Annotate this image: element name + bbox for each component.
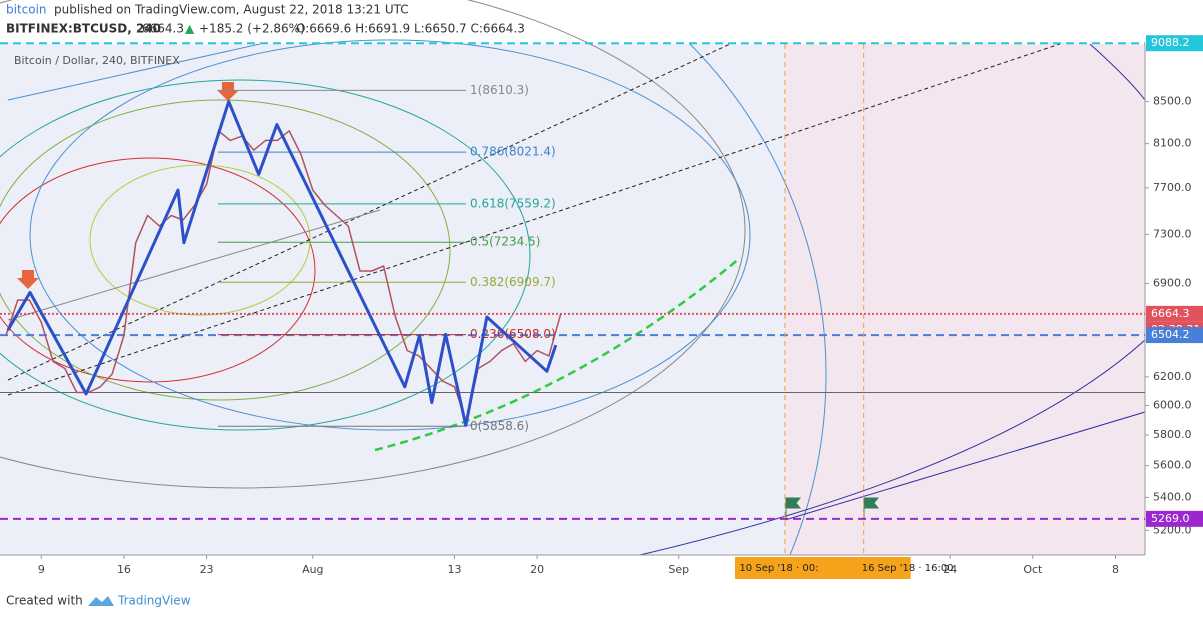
y-tick-label: 6000.0 bbox=[1153, 398, 1192, 411]
fib-label: 1(8610.3) bbox=[470, 83, 529, 97]
y-tick-label: 5400.0 bbox=[1153, 490, 1192, 503]
change: +185.2 (+2.86%) bbox=[199, 22, 305, 36]
fib-label: 0.786(8021.4) bbox=[470, 145, 556, 159]
price-label-bg bbox=[1146, 510, 1203, 527]
ellipse bbox=[0, 157, 316, 383]
zigzag-line bbox=[6, 100, 558, 427]
x-tick-label: Oct bbox=[1023, 563, 1043, 576]
fib-label: 0.618(7559.2) bbox=[470, 196, 556, 210]
y-tick-label: 7300.0 bbox=[1153, 227, 1192, 240]
arc bbox=[639, 339, 1146, 556]
plot-bg-right bbox=[785, 44, 1145, 555]
pane-title: Bitcoin / Dollar, 240, BITFINEX bbox=[14, 54, 180, 67]
flag bbox=[863, 497, 880, 518]
trend-line bbox=[7, 43, 1061, 396]
footer-brand[interactable]: TradingView bbox=[117, 594, 191, 608]
ellipse bbox=[29, 39, 751, 431]
trend-line bbox=[784, 411, 1146, 521]
price-label-bg bbox=[1146, 35, 1203, 52]
x-tick-label: Sep bbox=[668, 563, 689, 576]
price-label-bg bbox=[1146, 327, 1203, 344]
y-tick-label: 5600.0 bbox=[1153, 459, 1192, 472]
arc bbox=[1089, 43, 1146, 101]
x-tick-label: 8 bbox=[1112, 563, 1119, 576]
date-label: 10 Sep '18 · 00: bbox=[739, 563, 818, 574]
ellipse bbox=[0, 0, 746, 489]
fib-label: 0.382(6909.7) bbox=[470, 275, 556, 289]
footer-text: Created with bbox=[6, 594, 83, 608]
y-tick-label: 6200.0 bbox=[1153, 370, 1192, 383]
up-arrow: ▲ bbox=[185, 22, 195, 36]
y-tick-label: 7700.0 bbox=[1153, 181, 1192, 194]
y-tick-label: 6900.0 bbox=[1153, 277, 1192, 290]
fib-label: 0.5(7234.5) bbox=[470, 235, 540, 249]
y-tick-label: 8100.0 bbox=[1153, 137, 1192, 150]
x-tick-label: 24 bbox=[943, 563, 957, 576]
curve bbox=[374, 257, 741, 452]
logo bbox=[88, 596, 114, 606]
price-label: 9088.2 bbox=[1151, 36, 1190, 49]
symbol: BITFINEX:BTCUSD, 240 bbox=[6, 22, 161, 36]
x-tick-label: 16 bbox=[117, 563, 131, 576]
arrow bbox=[17, 270, 39, 289]
y-tick-label: 5800.0 bbox=[1153, 428, 1192, 441]
drawings bbox=[0, 0, 1146, 556]
date-label: 16 Sep '18 · 16:00 bbox=[862, 563, 954, 574]
trend-line bbox=[7, 43, 261, 101]
price-label: 6664.3 bbox=[1151, 307, 1190, 320]
ellipse bbox=[0, 79, 531, 431]
x-tick-label: 9 bbox=[38, 563, 45, 576]
x-tick-label: 13 bbox=[447, 563, 461, 576]
flag bbox=[785, 497, 802, 518]
price-label: 6504.2 bbox=[1151, 328, 1190, 341]
x-tick-label: 23 bbox=[200, 563, 214, 576]
price-label: 5269.0 bbox=[1151, 512, 1190, 525]
x-tick-label: 20 bbox=[530, 563, 544, 576]
x-tick-label: Aug bbox=[302, 563, 323, 576]
fib-label: 0(5858.6) bbox=[470, 419, 529, 433]
trend-line bbox=[7, 209, 381, 321]
fib-label: 0.236(6508.0) bbox=[470, 327, 556, 341]
price-label-bg bbox=[1146, 305, 1203, 322]
arrow bbox=[217, 82, 239, 101]
arc bbox=[689, 43, 827, 556]
range-label-bg bbox=[734, 557, 911, 579]
last-price: 6664.3 bbox=[142, 22, 184, 36]
author[interactable]: bitcoin bbox=[6, 3, 47, 17]
published: published on TradingView.com, August 22,… bbox=[54, 3, 409, 17]
ohlc: O:6669.6 H:6691.9 L:6650.7 C:6664.3 bbox=[296, 22, 525, 36]
y-tick-label: 8500.0 bbox=[1153, 95, 1192, 108]
ellipse bbox=[0, 99, 451, 401]
